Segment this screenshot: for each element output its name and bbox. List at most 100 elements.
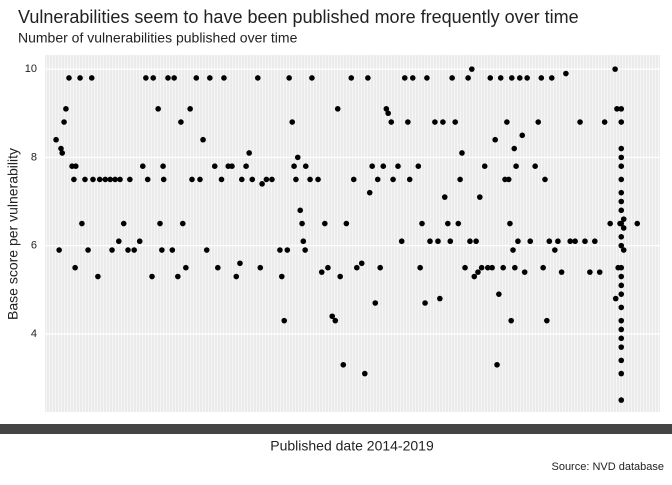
- point: [85, 247, 91, 253]
- point: [189, 176, 195, 183]
- point: [72, 163, 79, 170]
- point: [249, 176, 256, 183]
- point: [329, 313, 336, 320]
- point: [160, 176, 167, 183]
- point: [485, 264, 491, 271]
- point: [229, 163, 235, 170]
- point: [540, 264, 546, 271]
- point: [417, 264, 423, 271]
- point: [618, 176, 625, 183]
- point: [398, 238, 405, 245]
- point: [618, 397, 625, 403]
- point: [332, 317, 339, 324]
- point: [348, 75, 355, 81]
- point: [510, 247, 516, 253]
- point: [618, 106, 625, 112]
- point: [462, 264, 468, 271]
- point: [277, 247, 283, 253]
- point: [109, 247, 115, 253]
- point: [494, 361, 500, 368]
- grid: [45, 68, 660, 335]
- point: [577, 119, 583, 125]
- point: [612, 66, 618, 72]
- point: [200, 136, 206, 143]
- point: [218, 176, 225, 183]
- point: [112, 176, 118, 183]
- y-axis-title: Base score per vulnerability: [5, 148, 21, 320]
- point: [358, 260, 365, 267]
- point: [72, 264, 78, 271]
- point: [516, 75, 523, 81]
- point: [552, 247, 558, 253]
- point: [269, 176, 275, 183]
- point: [618, 145, 625, 152]
- point: [246, 150, 252, 156]
- point: [383, 106, 390, 112]
- point: [406, 176, 413, 183]
- point: [513, 163, 519, 170]
- point: [171, 75, 177, 81]
- point: [90, 176, 96, 183]
- point: [445, 220, 451, 227]
- point: [365, 75, 371, 81]
- point: [435, 238, 441, 245]
- point: [390, 176, 396, 183]
- point: [58, 145, 64, 152]
- point: [61, 119, 67, 125]
- point: [281, 317, 288, 324]
- point: [618, 189, 625, 196]
- point: [233, 273, 240, 280]
- point: [139, 163, 146, 170]
- point: [521, 269, 528, 275]
- point: [88, 75, 95, 81]
- point: [618, 242, 625, 249]
- points: [53, 66, 641, 403]
- point: [524, 75, 530, 81]
- point: [497, 75, 504, 81]
- point: [544, 317, 550, 324]
- point: [535, 119, 542, 125]
- point: [239, 176, 245, 183]
- point: [457, 176, 463, 183]
- point: [546, 238, 553, 245]
- point: [424, 75, 430, 81]
- point: [315, 176, 321, 183]
- point: [618, 273, 625, 280]
- point: [96, 176, 103, 183]
- point: [53, 136, 59, 143]
- point: [492, 136, 498, 143]
- point: [527, 238, 534, 245]
- point: [193, 75, 200, 81]
- point: [634, 220, 641, 227]
- point: [155, 106, 161, 112]
- point: [169, 247, 176, 253]
- point: [300, 238, 307, 245]
- point: [519, 132, 526, 139]
- point: [71, 176, 77, 183]
- point: [284, 247, 291, 253]
- point: [618, 370, 625, 377]
- point: [596, 269, 603, 275]
- point: [369, 163, 375, 170]
- point: [477, 194, 483, 200]
- point: [257, 264, 264, 271]
- point: [473, 238, 479, 245]
- point: [612, 295, 619, 302]
- point: [63, 106, 69, 112]
- point: [187, 106, 193, 112]
- point: [131, 247, 137, 253]
- point: [337, 273, 344, 280]
- point: [449, 75, 455, 81]
- point: [207, 75, 213, 81]
- point: [422, 300, 428, 306]
- point: [614, 106, 620, 112]
- point: [455, 220, 462, 227]
- point: [441, 194, 448, 200]
- point: [415, 163, 422, 170]
- point: [567, 238, 574, 245]
- point: [157, 220, 163, 227]
- point: [511, 145, 518, 152]
- point: [618, 264, 625, 271]
- point: [601, 119, 608, 125]
